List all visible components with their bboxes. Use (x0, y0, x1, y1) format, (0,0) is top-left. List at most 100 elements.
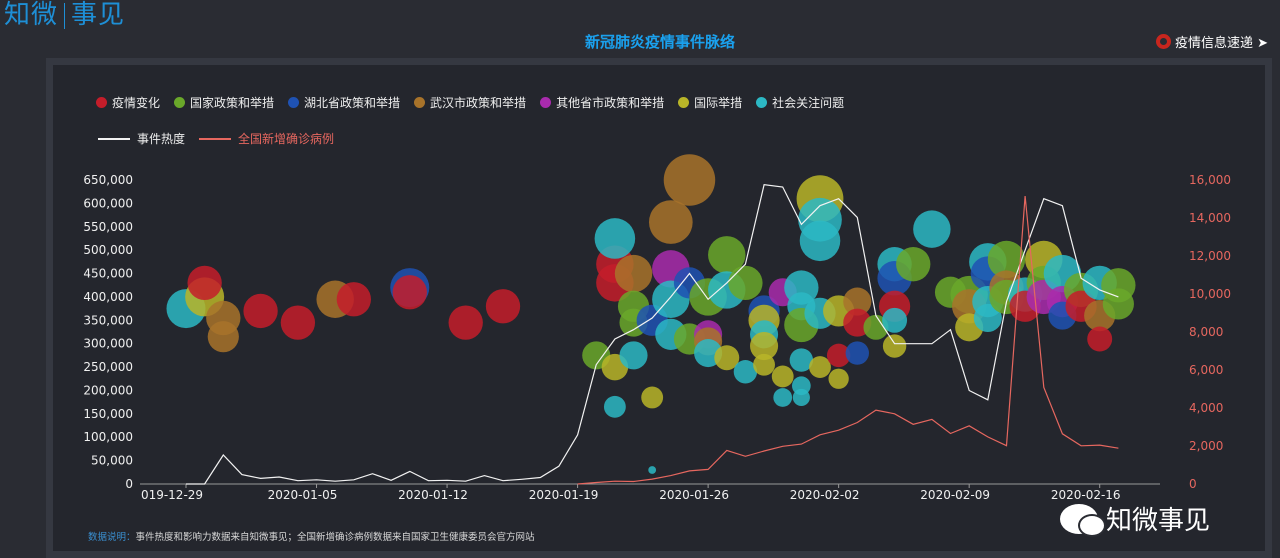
event-bubble (913, 210, 951, 248)
event-bubble (708, 236, 746, 274)
legend-line-swatch (98, 137, 130, 140)
legend-label: 事件热度 (137, 132, 186, 146)
legend-dot (678, 97, 690, 108)
event-legend: 疫情变化 国家政策和举措 湖北省政策和举措 武汉市政策和举措 其他省市政策和举措 国际举措… (96, 94, 844, 111)
event-bubble (614, 254, 653, 293)
event-bubble (733, 360, 758, 384)
page-title: 新冠肺炎疫情事件脉络 (584, 33, 735, 51)
y-right-tick-label: 2,000 (1189, 439, 1223, 453)
event-bubble (750, 331, 779, 361)
event-bubble (987, 240, 1026, 279)
y-left-tick-label: 400,000 (83, 290, 133, 304)
y-right-tick-label: 10,000 (1189, 287, 1231, 301)
event-bubble (392, 275, 427, 310)
event-bubble (799, 220, 841, 262)
y-right-tick-label: 16,000 (1189, 173, 1231, 187)
event-bubble (603, 395, 626, 418)
legend-item-1[interactable]: 国家政策和举措 (174, 94, 274, 111)
legend-label: 湖北省政策和举措 (304, 96, 401, 110)
event-bubble (882, 307, 908, 333)
wechat-icon (1060, 503, 1106, 537)
event-bubble (843, 287, 872, 316)
event-bubble (809, 356, 831, 378)
event-bubble (280, 305, 316, 340)
x-tick-label: 2020-02-16 (1051, 488, 1121, 502)
data-note-text: 事件热度和影响力数据来自知微事见；全国新增确诊病例数据来自国家卫生健康委员会官方… (135, 532, 535, 543)
line-legend-item-0[interactable]: 事件热度 (98, 130, 185, 147)
data-note-label: 数据说明： (88, 532, 136, 543)
line-legend: 事件热度 全国新增确诊病例 (98, 130, 334, 147)
legend-item-6[interactable]: 社会关注问题 (756, 94, 844, 111)
event-bubble (896, 247, 931, 282)
event-bubble (648, 200, 693, 244)
event-bubble (187, 265, 222, 301)
legend-item-4[interactable]: 其他省市政策和举措 (540, 94, 664, 111)
event-bubble (619, 341, 648, 370)
y-right-tick-label: 0 (1189, 477, 1197, 491)
brand-logo-right: 事见 (71, 0, 126, 30)
y-left-tick-label: 550,000 (83, 220, 133, 234)
event-bubble (663, 154, 716, 206)
legend-label: 疫情变化 (112, 96, 161, 110)
y-right-tick-label: 8,000 (1189, 325, 1223, 339)
y-left-tick-label: 100,000 (83, 430, 133, 444)
event-bubble (336, 282, 371, 317)
y-left-tick-label: 250,000 (83, 360, 133, 374)
x-tick-label: 2020-01-19 (529, 488, 599, 502)
legend-item-3[interactable]: 武汉市政策和举措 (414, 94, 526, 111)
event-bubble (207, 321, 239, 353)
event-bubble (792, 388, 810, 407)
legend-item-0[interactable]: 疫情变化 (96, 94, 160, 111)
legend-item-5[interactable]: 国际举措 (678, 94, 742, 111)
event-bubble (714, 345, 740, 371)
event-bubble (828, 368, 849, 389)
legend-dot (288, 97, 300, 108)
event-bubble (1087, 326, 1113, 352)
y-left-tick-label: 500,000 (83, 243, 133, 257)
legend-item-2[interactable]: 湖北省政策和举措 (288, 94, 400, 111)
event-bubble (773, 388, 793, 407)
event-bubble (648, 466, 657, 474)
info-icon (1155, 34, 1171, 49)
legend-label: 全国新增确诊病例 (238, 132, 335, 146)
legend-label: 国际举措 (694, 96, 743, 110)
y-left-tick-label: 50,000 (91, 454, 133, 468)
y-left-tick-label: 0 (125, 477, 133, 491)
event-bubble (1102, 288, 1134, 320)
x-tick-label: 2020-02-02 (790, 488, 860, 502)
y-left-tick-label: 650,000 (83, 173, 133, 187)
cases-line (577, 196, 1119, 485)
y-right-tick-label: 4,000 (1189, 401, 1223, 415)
event-bubble (753, 353, 775, 376)
event-bubble (485, 289, 521, 324)
y-left-tick-label: 150,000 (83, 407, 133, 421)
event-bubble (771, 365, 794, 388)
event-bubble (826, 343, 851, 368)
event-bubble (845, 341, 869, 365)
x-tick-label: 2020-01-12 (398, 488, 468, 502)
y-left-tick-label: 300,000 (83, 337, 133, 351)
x-tick-label: 019-12-29 (141, 488, 203, 502)
info-link-label: 疫情信息速递 ➤ (1174, 36, 1268, 51)
event-bubble (728, 265, 763, 301)
heat-line (186, 184, 1119, 485)
legend-dot (756, 97, 768, 108)
data-note: 数据说明：事件热度和影响力数据来自知微事见；全国新增确诊病例数据来自国家卫生健康… (88, 529, 535, 543)
y-right-tick-label: 14,000 (1189, 211, 1231, 225)
legend-label: 武汉市政策和举措 (430, 96, 527, 110)
y-right-tick-label: 12,000 (1189, 249, 1231, 263)
legend-dot (96, 97, 107, 108)
legend-dot (414, 97, 426, 108)
legend-dot (540, 97, 552, 108)
event-bubble (641, 386, 664, 409)
legend-dot (174, 97, 186, 108)
line-legend-item-1[interactable]: 全国新增确诊病例 (199, 130, 334, 147)
event-bubble (594, 218, 636, 259)
y-left-tick-label: 200,000 (83, 383, 133, 397)
watermark-text: 知微事见 (1106, 506, 1211, 536)
info-link[interactable]: 疫情信息速递 ➤ (1155, 32, 1268, 51)
legend-line-swatch (199, 137, 232, 140)
brand-logo-divider (64, 2, 66, 29)
event-bubble (243, 293, 278, 329)
